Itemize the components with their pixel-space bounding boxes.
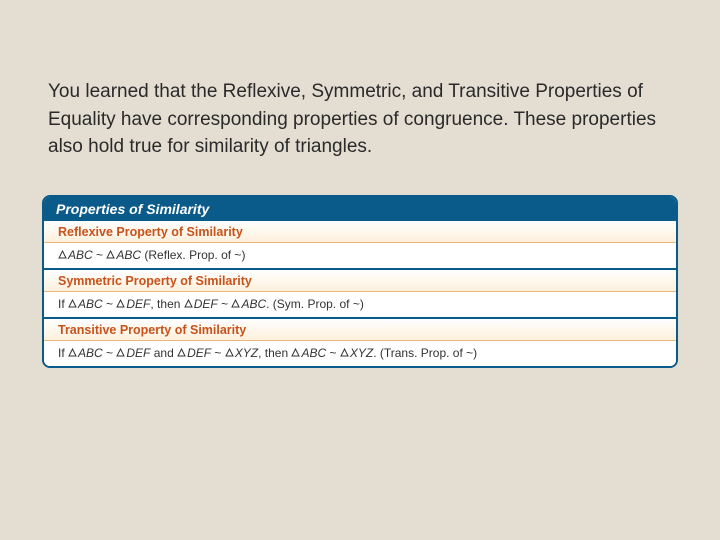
text: , then: [258, 346, 291, 360]
text: . (Trans. Prop. of ~): [373, 346, 477, 360]
triangle-icon: [116, 345, 125, 359]
triangle-icon: [340, 345, 349, 359]
tri-label: ABC: [78, 346, 103, 360]
transitive-title: Transitive Property of Similarity: [44, 319, 676, 341]
reflexive-title: Reflexive Property of Similarity: [44, 221, 676, 243]
text: ~: [103, 346, 117, 360]
section-reflexive: Reflexive Property of Similarity ABC ~ A…: [44, 221, 676, 268]
triangle-icon: [231, 296, 240, 310]
symmetric-title: Symmetric Property of Similarity: [44, 270, 676, 292]
triangle-icon: [58, 247, 67, 261]
triangle-icon: [177, 345, 186, 359]
reflexive-body: ABC ~ ABC (Reflex. Prop. of ~): [44, 243, 676, 268]
text: If: [58, 346, 68, 360]
text: ~: [218, 297, 232, 311]
tri-label: ABC: [78, 297, 103, 311]
tri-label: XYZ: [350, 346, 373, 360]
transitive-body: If ABC ~ DEF and DEF ~ XYZ, then ABC ~ X…: [44, 341, 676, 366]
tri-label: ABC: [68, 248, 93, 262]
panel-header: Properties of Similarity: [44, 197, 676, 221]
tri-label: ABC: [241, 297, 266, 311]
triangle-icon: [184, 296, 193, 310]
tri-label: ABC: [301, 346, 326, 360]
tri-label: XYZ: [235, 346, 258, 360]
section-transitive: Transitive Property of Similarity If ABC…: [44, 319, 676, 366]
section-symmetric: Symmetric Property of Similarity If ABC …: [44, 270, 676, 317]
intro-paragraph: You learned that the Reflexive, Symmetri…: [0, 0, 720, 161]
tri-label: DEF: [194, 297, 218, 311]
text: . (Sym. Prop. of ~): [266, 297, 364, 311]
triangle-icon: [68, 345, 77, 359]
triangle-icon: [68, 296, 77, 310]
tri-label: DEF: [126, 297, 150, 311]
text: If: [58, 297, 68, 311]
text: ~: [326, 346, 340, 360]
tri-label: ABC: [116, 248, 141, 262]
tri-label: DEF: [187, 346, 211, 360]
symmetric-body: If ABC ~ DEF, then DEF ~ ABC. (Sym. Prop…: [44, 292, 676, 317]
text: (Reflex. Prop. of ~): [141, 248, 245, 262]
triangle-icon: [116, 296, 125, 310]
text: and: [150, 346, 177, 360]
triangle-icon: [291, 345, 300, 359]
triangle-icon: [225, 345, 234, 359]
properties-panel: Properties of Similarity Reflexive Prope…: [42, 195, 678, 368]
text: ~: [93, 248, 107, 262]
triangle-icon: [106, 247, 115, 261]
text: ~: [103, 297, 117, 311]
text: , then: [150, 297, 183, 311]
text: ~: [211, 346, 225, 360]
tri-label: DEF: [126, 346, 150, 360]
